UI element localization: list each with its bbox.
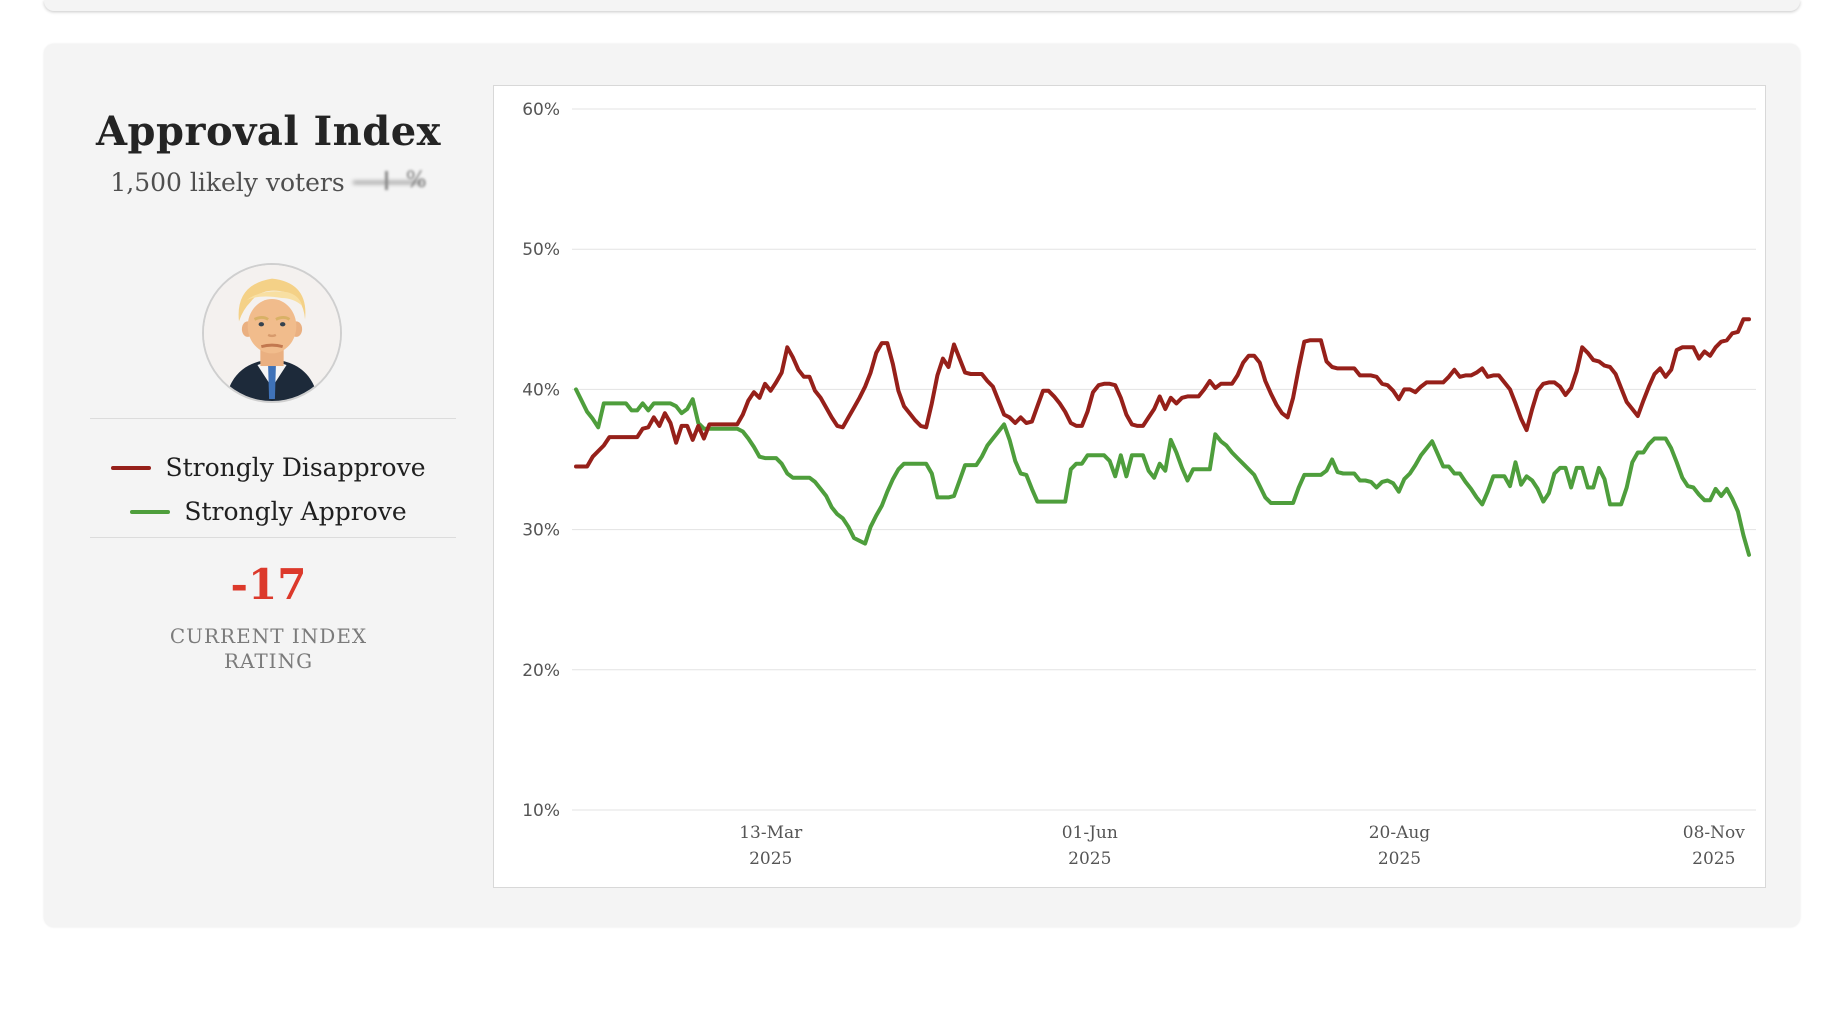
chart-legend: Strongly Disapprove Strongly Approve <box>44 446 493 534</box>
president-avatar <box>202 263 342 403</box>
current-index-label: CURRENT INDEX RATING <box>169 624 368 673</box>
approval-index-card: Approval Index 1,500 likely voters % <box>44 44 1800 927</box>
blurred-margin-of-error: % <box>352 168 427 193</box>
svg-text:10%: 10% <box>522 801 560 821</box>
blur-streak <box>352 181 423 184</box>
page-title: Approval Index <box>95 108 442 155</box>
legend-label: Strongly Approve <box>184 497 407 526</box>
legend-item-strongly-disapprove: Strongly Disapprove <box>44 446 493 490</box>
approval-trend-chart: 60% 50% 40% 30% 20% 10% 13-Mar 2025 01-Jun 2025 20… <box>493 85 1766 888</box>
svg-text:40%: 40% <box>522 380 560 400</box>
current-index-value: -17 <box>230 560 307 609</box>
strongly-approve-line-swatch <box>130 509 171 514</box>
divider-bottom <box>90 537 456 538</box>
svg-text:20%: 20% <box>522 661 560 681</box>
svg-text:60%: 60% <box>522 100 560 120</box>
blur-bar <box>384 171 388 190</box>
poll-subtitle: 1,500 likely voters % <box>44 168 493 197</box>
svg-text:30%: 30% <box>522 521 560 541</box>
svg-text:50%: 50% <box>522 240 560 260</box>
poll-subtitle-text: 1,500 likely voters <box>110 168 345 197</box>
legend-item-strongly-approve: Strongly Approve <box>44 490 493 534</box>
approval-chart-svg: 60% 50% 40% 30% 20% 10% 13-Mar 2025 01-Jun 2025 20… <box>522 100 1756 869</box>
summary-panel: Approval Index 1,500 likely voters % <box>44 44 493 927</box>
blur-percent-fragment: % <box>405 168 427 193</box>
trump-portrait-illustration <box>204 265 340 401</box>
divider-top <box>90 418 456 419</box>
legend-label: Strongly Disapprove <box>165 453 426 482</box>
strongly-disapprove-line-swatch <box>111 465 152 470</box>
previous-card-edge <box>44 0 1800 11</box>
